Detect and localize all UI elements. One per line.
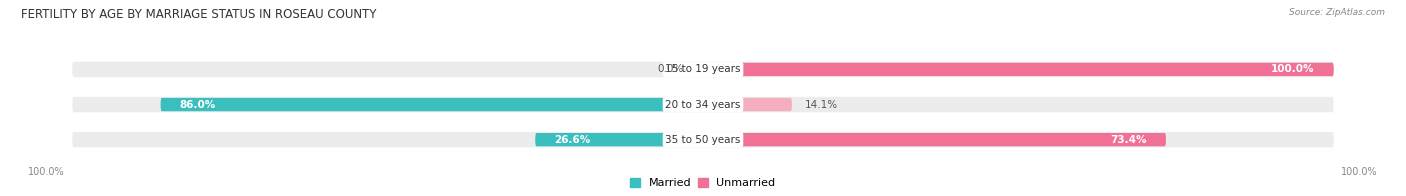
Text: 86.0%: 86.0%: [180, 100, 215, 110]
Text: 26.6%: 26.6%: [554, 135, 591, 145]
Text: 35 to 50 years: 35 to 50 years: [665, 135, 741, 145]
FancyBboxPatch shape: [703, 98, 792, 111]
FancyBboxPatch shape: [536, 133, 703, 146]
Text: 100.0%: 100.0%: [1271, 64, 1315, 74]
FancyBboxPatch shape: [703, 63, 1334, 76]
Text: 15 to 19 years: 15 to 19 years: [665, 64, 741, 74]
Text: 20 to 34 years: 20 to 34 years: [665, 100, 741, 110]
Text: Source: ZipAtlas.com: Source: ZipAtlas.com: [1289, 8, 1385, 17]
Legend: Married, Unmarried: Married, Unmarried: [626, 174, 780, 193]
Text: 73.4%: 73.4%: [1111, 135, 1147, 145]
FancyBboxPatch shape: [72, 97, 1334, 112]
FancyBboxPatch shape: [72, 62, 1334, 77]
Text: 100.0%: 100.0%: [28, 167, 65, 177]
Text: 100.0%: 100.0%: [1341, 167, 1378, 177]
FancyBboxPatch shape: [160, 98, 703, 111]
Text: FERTILITY BY AGE BY MARRIAGE STATUS IN ROSEAU COUNTY: FERTILITY BY AGE BY MARRIAGE STATUS IN R…: [21, 8, 377, 21]
FancyBboxPatch shape: [72, 132, 1334, 147]
Text: 14.1%: 14.1%: [804, 100, 838, 110]
Text: 0.0%: 0.0%: [658, 64, 685, 74]
FancyBboxPatch shape: [703, 133, 1166, 146]
